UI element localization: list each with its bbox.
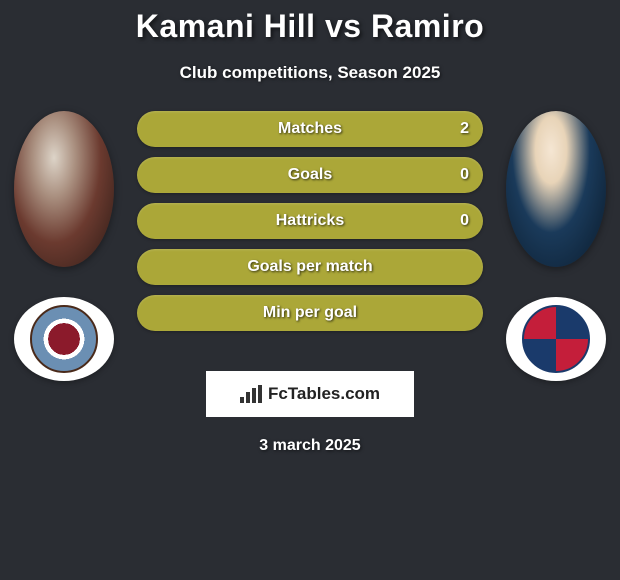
page-title: Kamani Hill vs Ramiro (0, 8, 620, 45)
comparison-content: Matches 2 Goals 0 Hattricks 0 Goals per … (0, 111, 620, 331)
page-subtitle: Club competitions, Season 2025 (0, 63, 620, 83)
bar-chart-icon (240, 385, 262, 403)
stat-label: Goals per match (247, 258, 372, 276)
stat-label: Matches (278, 120, 342, 138)
stat-row-goals-per-match: Goals per match (137, 249, 483, 285)
stats-column: Matches 2 Goals 0 Hattricks 0 Goals per … (137, 111, 483, 331)
left-player-photo (14, 111, 114, 267)
stat-value-right: 0 (460, 212, 469, 230)
stat-label: Hattricks (276, 212, 344, 230)
stat-row-matches: Matches 2 (137, 111, 483, 147)
stat-label: Min per goal (263, 304, 357, 322)
date-label: 3 march 2025 (0, 437, 620, 455)
left-club-logo (14, 297, 114, 381)
right-player-column (502, 111, 610, 381)
fctables-brand-box: FcTables.com (206, 371, 414, 417)
stat-row-hattricks: Hattricks 0 (137, 203, 483, 239)
rapids-logo-icon (30, 305, 98, 373)
stat-value-right: 2 (460, 120, 469, 138)
left-player-column (10, 111, 118, 381)
stat-row-min-per-goal: Min per goal (137, 295, 483, 331)
stat-label: Goals (288, 166, 332, 184)
right-player-photo (506, 111, 606, 267)
stat-row-goals: Goals 0 (137, 157, 483, 193)
fctables-brand-text: FcTables.com (268, 384, 380, 404)
fcdallas-logo-icon (522, 305, 590, 373)
stat-value-right: 0 (460, 166, 469, 184)
right-club-logo (506, 297, 606, 381)
